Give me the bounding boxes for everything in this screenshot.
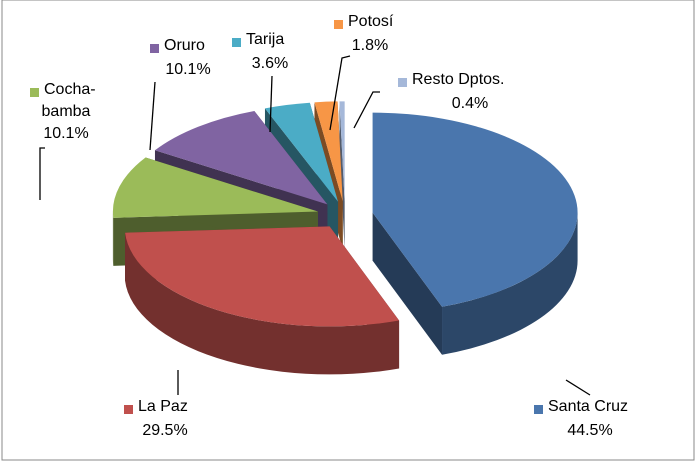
value-label: 10.1% — [165, 61, 210, 78]
slice — [125, 226, 400, 327]
slice — [339, 101, 345, 202]
legend-swatch — [30, 88, 39, 97]
slice-side — [125, 232, 400, 375]
legend-swatch — [232, 38, 241, 47]
category-label: Tarija — [246, 31, 284, 48]
category-label: Potosí — [348, 13, 394, 30]
value-label: 1.8% — [352, 37, 388, 54]
slice — [112, 157, 318, 218]
slice-side — [339, 101, 345, 250]
legend-swatch — [398, 78, 407, 87]
legend-swatch — [534, 405, 543, 414]
value-label: 44.5% — [567, 422, 612, 439]
category-label: La Paz — [138, 398, 188, 415]
labels: Santa Cruz 44.5% La Paz 29.5% Cocha-bamba 10.… — [30, 13, 628, 439]
leader-line — [39, 147, 45, 200]
legend-swatch — [150, 44, 159, 53]
value-label: 29.5% — [142, 422, 187, 439]
leader-line — [149, 81, 156, 151]
slice-side — [442, 212, 578, 355]
slice — [339, 101, 345, 250]
category-label: Resto Dptos. — [412, 71, 504, 88]
slice — [372, 112, 578, 307]
pie — [112, 101, 578, 375]
slice — [372, 112, 578, 355]
value-label: 10.1% — [43, 125, 88, 142]
slice — [314, 101, 343, 202]
leader-line — [269, 75, 273, 133]
slice — [125, 226, 400, 375]
leader-line — [353, 91, 380, 129]
slice — [264, 102, 339, 202]
category-label: Cocha-bamba — [42, 81, 96, 120]
legend-swatch — [124, 405, 133, 414]
value-label: 3.6% — [252, 55, 288, 72]
value-label: 0.4% — [452, 95, 488, 112]
category-label: Oruro — [164, 37, 205, 54]
slice — [154, 110, 328, 205]
slice-side — [372, 212, 443, 355]
leader-line — [565, 379, 591, 396]
leader-line — [329, 55, 351, 131]
category-label: Santa Cruz — [548, 398, 628, 415]
legend-swatch — [334, 20, 343, 29]
